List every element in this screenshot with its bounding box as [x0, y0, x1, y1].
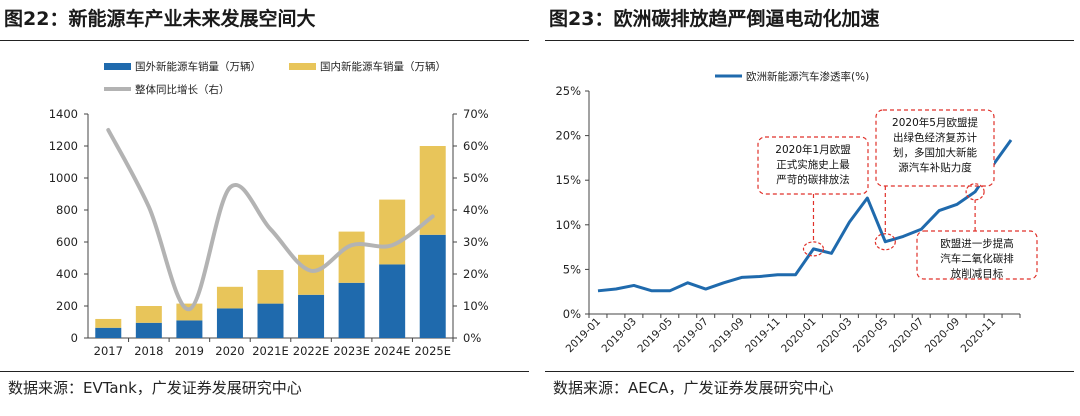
legend-label-growth: 整体同比增长（右）: [135, 83, 230, 96]
legend-label-domestic: 国内新能源车销量（万辆）: [320, 60, 446, 73]
penetration-line: [597, 139, 1013, 293]
bar-domestic: [216, 286, 243, 309]
x-tick-label: 2020-05: [851, 316, 891, 356]
bar-domestic: [419, 146, 446, 235]
figure23-title: 图23：欧洲碳排放趋严倒逼电动化加速: [549, 8, 880, 30]
annotation-text: 2020年5月欧盟提: [892, 116, 978, 129]
x-tick-label: 2021E: [252, 344, 289, 358]
bar-domestic: [135, 306, 162, 323]
bar-overseas: [419, 234, 446, 338]
right-panel: 图23：欧洲碳排放趋严倒逼电动化加速 欧洲新能源汽车渗透率(%) 0% 5% 10% 1…: [545, 0, 1080, 416]
y-tick-label: 400: [56, 267, 78, 281]
x-tick-label: 2019-01: [564, 316, 604, 356]
y-tick-label: 10%: [555, 218, 581, 232]
ev-sales-chart: 国外新能源车销量（万辆） 国内新能源车销量（万辆） 整体同比增长（右） 0 200 400…: [49, 60, 489, 358]
x-tick-label: 2019-09: [707, 316, 747, 356]
y2-tick-label: 30%: [463, 235, 489, 249]
title-rule: [0, 40, 529, 41]
annotation-text: 欧盟进一步提高: [940, 237, 1014, 250]
x-tick-label: 2020-07: [887, 316, 927, 356]
bar-domestic: [95, 318, 122, 328]
x-tick-label: 2017: [94, 344, 123, 358]
y2-tick-label: 10%: [463, 299, 489, 313]
figure22-source: 数据来源：EVTank，广发证券发展研究中心: [8, 379, 302, 397]
y-tick-label: 600: [56, 235, 78, 249]
y-tick-label: 0%: [563, 307, 581, 321]
legend-swatch-overseas: [104, 63, 131, 70]
x-tick-label: 2020-03: [815, 316, 855, 356]
bar-domestic: [338, 231, 365, 283]
bar-overseas: [176, 320, 203, 338]
x-tick-label: 2019-07: [671, 316, 711, 356]
y-tick-label: 15%: [555, 173, 581, 187]
x-tick-label: 2024E: [374, 344, 411, 358]
x-tick-label: 2022E: [293, 344, 330, 358]
x-tick-label: 2020-11: [959, 316, 999, 356]
bar-overseas: [298, 294, 325, 338]
legend-label-overseas: 国外新能源车销量（万辆）: [135, 60, 261, 73]
source-rule: [545, 371, 1074, 372]
y2-tick-label: 70%: [463, 107, 489, 121]
annotation-marker: [965, 183, 985, 201]
bar-overseas: [95, 327, 122, 338]
y-tick-label: 1200: [49, 139, 78, 153]
bar-domestic: [379, 199, 406, 265]
y-tick-label: 200: [56, 299, 78, 313]
bar-domestic: [298, 254, 325, 295]
x-tick-label: 2018: [134, 344, 163, 358]
x-tick-label: 2023E: [333, 344, 370, 358]
annotation-text: 放削减目标: [951, 267, 1004, 280]
y-tick-label: 1000: [49, 171, 78, 185]
y-tick-label: 0: [71, 331, 78, 345]
bar-domestic: [257, 270, 284, 304]
x-tick-label: 2020: [215, 344, 244, 358]
annotation-text: 2020年1月欧盟: [775, 143, 851, 156]
annotation-text: 严苛的碳排放法: [776, 173, 850, 186]
annotation-marker: [802, 241, 825, 257]
y2-tick-label: 40%: [463, 203, 489, 217]
x-tick-label: 2019: [175, 344, 204, 358]
annotation-text: 出绿色经济复苏计: [893, 131, 977, 144]
figure23-source: 数据来源：AECA，广发证券发展研究中心: [553, 379, 834, 397]
annotation-box: [916, 230, 1038, 280]
annotation-text: 正式实施史上最: [776, 158, 850, 171]
figure22-title: 图22：新能源车产业未来发展空间大: [4, 8, 316, 30]
y2-tick-label: 60%: [463, 139, 489, 153]
eu-penetration-chart: 欧洲新能源汽车渗透率(%)0%5%10%15%20%25%2019-012019…: [555, 70, 1038, 356]
x-tick-label: 2019-03: [600, 316, 640, 356]
x-tick-label: 2025E: [414, 344, 451, 358]
bar-overseas: [338, 282, 365, 338]
title-rule: [545, 40, 1074, 41]
bar-overseas: [135, 322, 162, 338]
x-tick-label: 2020-09: [923, 316, 963, 356]
y-tick-label: 800: [56, 203, 78, 217]
y2-tick-label: 0%: [463, 331, 481, 345]
annotation-marker: [874, 233, 896, 251]
y-tick-label: 20%: [555, 129, 581, 143]
legend-label-penetration: 欧洲新能源汽车渗透率(%): [746, 70, 869, 83]
bar-overseas: [216, 308, 243, 338]
growth-line: [106, 128, 435, 312]
annotation-box: [875, 109, 995, 187]
legend-swatch-domestic: [289, 63, 316, 70]
annotation-text: 源汽车补贴力度: [898, 161, 972, 174]
annotation-text: 汽车二氧化碳排: [940, 252, 1014, 265]
bar-overseas: [257, 303, 284, 338]
y-tick-label: 1400: [49, 107, 78, 121]
annotation-box: [757, 136, 869, 195]
x-tick-label: 2019-11: [743, 316, 783, 356]
annotation-text: 划，多国加大新能: [893, 146, 977, 159]
y2-tick-label: 50%: [463, 171, 489, 185]
y-tick-label: 5%: [563, 262, 581, 276]
left-panel: 图22：新能源车产业未来发展空间大 国外新能源车销量（万辆） 国内新能源车销量（万…: [0, 0, 535, 416]
x-tick-label: 2019-05: [635, 316, 675, 356]
y2-tick-label: 20%: [463, 267, 489, 281]
bar-domestic: [176, 303, 203, 321]
x-tick-label: 2020-01: [779, 316, 819, 356]
y-tick-label: 25%: [555, 84, 581, 98]
source-rule: [0, 371, 529, 372]
bar-overseas: [379, 264, 406, 338]
